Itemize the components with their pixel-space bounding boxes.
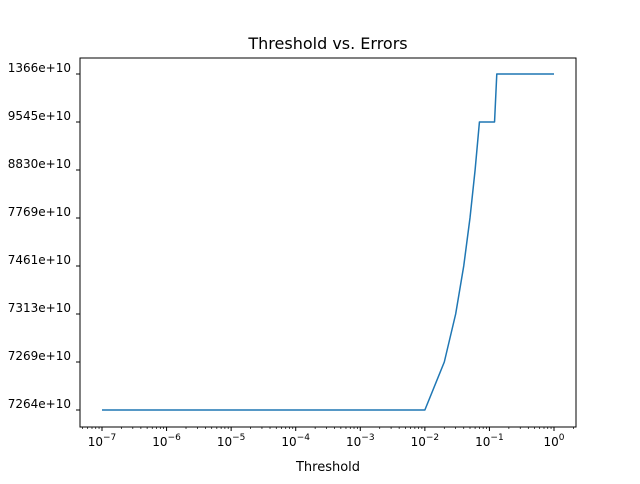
x-tick-label: 10−6 xyxy=(152,433,181,449)
y-tick-label: 7313e+10 xyxy=(8,301,71,315)
x-tick-label: 10−1 xyxy=(475,433,504,449)
x-tick-base: 10 xyxy=(152,435,167,449)
x-tick-label: 10−3 xyxy=(346,433,375,449)
series-line-0 xyxy=(102,73,554,411)
x-tick-label: 10−7 xyxy=(88,433,117,449)
x-axis-label: Threshold xyxy=(295,460,360,475)
x-tick-exponent: −4 xyxy=(297,433,311,443)
x-tick-exponent: −6 xyxy=(168,433,182,443)
plot-area-frame xyxy=(79,57,577,428)
chart-title: Threshold vs. Errors xyxy=(247,34,407,53)
x-tick-label: 100 xyxy=(543,433,564,449)
x-tick-exponent: −1 xyxy=(490,433,503,443)
y-tick-label: 8830e+10 xyxy=(8,157,71,171)
x-tick-label: 10−5 xyxy=(217,433,246,449)
y-tick-label: 9545e+10 xyxy=(8,109,71,123)
x-tick-exponent: −2 xyxy=(426,433,439,443)
x-tick-label: 10−4 xyxy=(281,433,310,449)
x-tick-base: 10 xyxy=(411,435,426,449)
x-axis-ticks: 10−7 10−6 10−5 10−4 10−3 10−2 10−1 100 xyxy=(82,427,574,449)
series-layer xyxy=(102,73,554,411)
y-tick-label: 7769e+10 xyxy=(8,205,71,219)
x-tick-base: 10 xyxy=(281,435,296,449)
y-tick-label: 7461e+10 xyxy=(8,253,71,267)
x-tick-base: 10 xyxy=(543,435,558,449)
x-tick-base: 10 xyxy=(88,435,103,449)
x-tick-base: 10 xyxy=(475,435,490,449)
y-tick-label: 1366e+10 xyxy=(8,61,71,75)
y-axis-ticks: 7264e+10 7269e+10 7313e+10 7461e+10 7769e+10… xyxy=(8,61,80,411)
x-tick-exponent: −5 xyxy=(232,433,245,443)
x-tick-base: 10 xyxy=(217,435,232,449)
y-tick-label: 7264e+10 xyxy=(8,397,71,411)
x-tick-exponent: −3 xyxy=(361,433,374,443)
x-tick-exponent: 0 xyxy=(559,433,565,443)
x-tick-base: 10 xyxy=(346,435,361,449)
x-tick-exponent: −7 xyxy=(103,433,116,443)
y-tick-label: 7269e+10 xyxy=(8,349,71,363)
x-tick-label: 10−2 xyxy=(411,433,440,449)
